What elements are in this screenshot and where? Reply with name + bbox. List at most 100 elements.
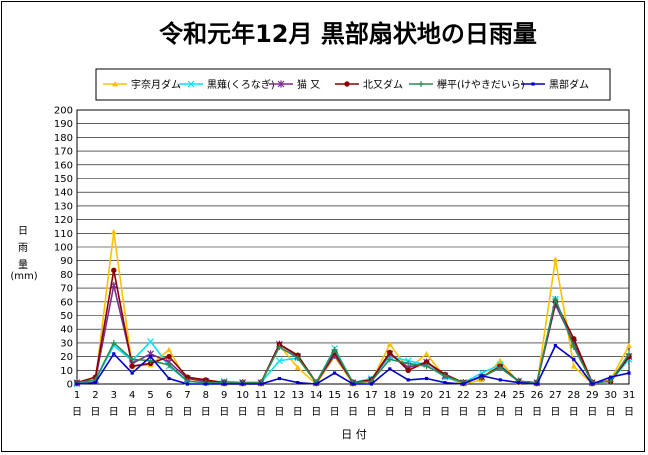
x-tick-day-suffix: 日: [238, 407, 248, 418]
x-tick-day-suffix: 日: [274, 407, 284, 418]
data-point: [294, 364, 301, 370]
data-point: [276, 344, 283, 351]
legend-label: 黒薙(くろなぎ): [207, 78, 275, 91]
data-point: [418, 81, 424, 87]
x-tick-label: 6: [166, 390, 172, 401]
x-tick-label: 15: [328, 390, 341, 401]
data-point: [590, 382, 594, 386]
x-tick-label: 31: [623, 390, 636, 401]
data-point: [333, 371, 337, 375]
data-point: [369, 382, 373, 386]
x-tick-day-suffix: 日: [403, 407, 413, 418]
y-tick-label: 0: [67, 380, 73, 391]
series-line: [76, 344, 630, 385]
x-tick-label: 8: [203, 390, 209, 401]
data-point: [386, 356, 393, 363]
y-tick-label: 190: [54, 119, 73, 130]
x-tick-label: 20: [420, 390, 433, 401]
data-point: [627, 371, 631, 375]
y-tick-label: 40: [60, 325, 73, 336]
x-tick-day-suffix: 日: [569, 407, 579, 418]
data-point: [531, 82, 535, 86]
x-tick-label: 21: [439, 390, 452, 401]
x-tick-day-suffix: 日: [109, 407, 119, 418]
x-tick-day-suffix: 日: [440, 407, 450, 418]
x-tick-label: 5: [147, 390, 153, 401]
legend: 宇奈月ダム 黒薙(くろなぎ) 猫 又 北又ダム 欅平(けやきだいら) 黒部ダム: [95, 68, 611, 101]
x-tick-day-suffix: 日: [164, 407, 174, 418]
data-point: [552, 296, 559, 303]
x-tick-label: 23: [475, 390, 488, 401]
data-point: [423, 363, 430, 370]
y-axis-label-char: 量: [18, 259, 28, 271]
x-tick-label: 11: [255, 390, 268, 401]
data-point: [296, 381, 300, 385]
data-point: [277, 80, 285, 88]
series-3: [74, 267, 632, 386]
x-tick-day-suffix: 日: [385, 407, 395, 418]
data-point: [405, 367, 411, 373]
x-tick-label: 2: [92, 390, 98, 401]
data-point: [277, 376, 281, 381]
x-tick-label: 28: [567, 390, 580, 401]
series-5: [75, 344, 631, 386]
x-tick-day-suffix: 日: [606, 407, 616, 418]
data-point: [388, 367, 392, 371]
data-point: [553, 344, 557, 348]
x-tick-day-suffix: 日: [293, 407, 303, 418]
data-point: [184, 374, 191, 380]
y-tick-label: 130: [54, 201, 73, 212]
data-point: [222, 382, 226, 386]
data-point: [570, 363, 577, 369]
data-point: [387, 349, 393, 356]
data-point: [275, 357, 283, 365]
data-point: [626, 350, 632, 357]
x-tick-label: 1: [74, 390, 80, 401]
y-tick-label: 140: [54, 188, 73, 199]
data-point: [187, 80, 195, 88]
data-point: [386, 341, 393, 347]
y-tick-label: 150: [54, 174, 73, 185]
data-point: [331, 346, 338, 353]
x-tick-day-suffix: 日: [587, 407, 597, 418]
y-axis-label-char: 雨: [18, 243, 28, 254]
x-tick-day-suffix: 日: [182, 407, 192, 418]
x-tick-day-suffix: 日: [624, 407, 634, 418]
x-tick-label: 14: [310, 390, 323, 401]
x-tick-label: 12: [273, 390, 286, 401]
x-tick-day-suffix: 日: [495, 407, 505, 418]
x-tick-day-suffix: 日: [72, 407, 82, 418]
x-tick-day-suffix: 日: [458, 407, 468, 418]
data-point: [112, 81, 118, 87]
y-tick-label: 80: [60, 270, 73, 281]
data-point: [423, 350, 430, 357]
x-tick-day-suffix: 日: [532, 407, 542, 418]
x-tick-day-suffix: 日: [219, 407, 229, 418]
y-tick-label: 20: [60, 352, 73, 363]
chart-title: 令和元年12月 黒部扇状地の日雨量: [159, 20, 537, 48]
x-tick-label: 29: [586, 390, 599, 401]
series-line: [76, 231, 630, 386]
x-tick-day-suffix: 日: [348, 407, 358, 418]
y-tick-label: 180: [54, 133, 73, 144]
legend-label: 北又ダム: [363, 78, 403, 91]
x-tick-day-suffix: 日: [256, 407, 266, 418]
data-point: [129, 363, 135, 369]
x-tick-day-suffix: 日: [127, 407, 137, 418]
legend-label: 猫 又: [297, 78, 320, 91]
x-tick-label: 3: [111, 390, 117, 401]
legend-label: 欅平(けやきだいら): [437, 79, 525, 91]
y-tick-label: 170: [54, 147, 73, 158]
data-point: [461, 382, 465, 386]
x-tick-day-suffix: 日: [477, 407, 487, 418]
data-point: [609, 375, 613, 379]
data-point: [112, 352, 116, 356]
data-point: [93, 381, 97, 385]
x-tick-label: 22: [457, 390, 470, 401]
x-tick-label: 16: [347, 390, 360, 401]
data-point: [442, 372, 448, 379]
data-point: [149, 355, 153, 359]
legend-label: 黒部ダム: [549, 78, 589, 91]
y-axis-label-char: 日: [18, 226, 28, 237]
